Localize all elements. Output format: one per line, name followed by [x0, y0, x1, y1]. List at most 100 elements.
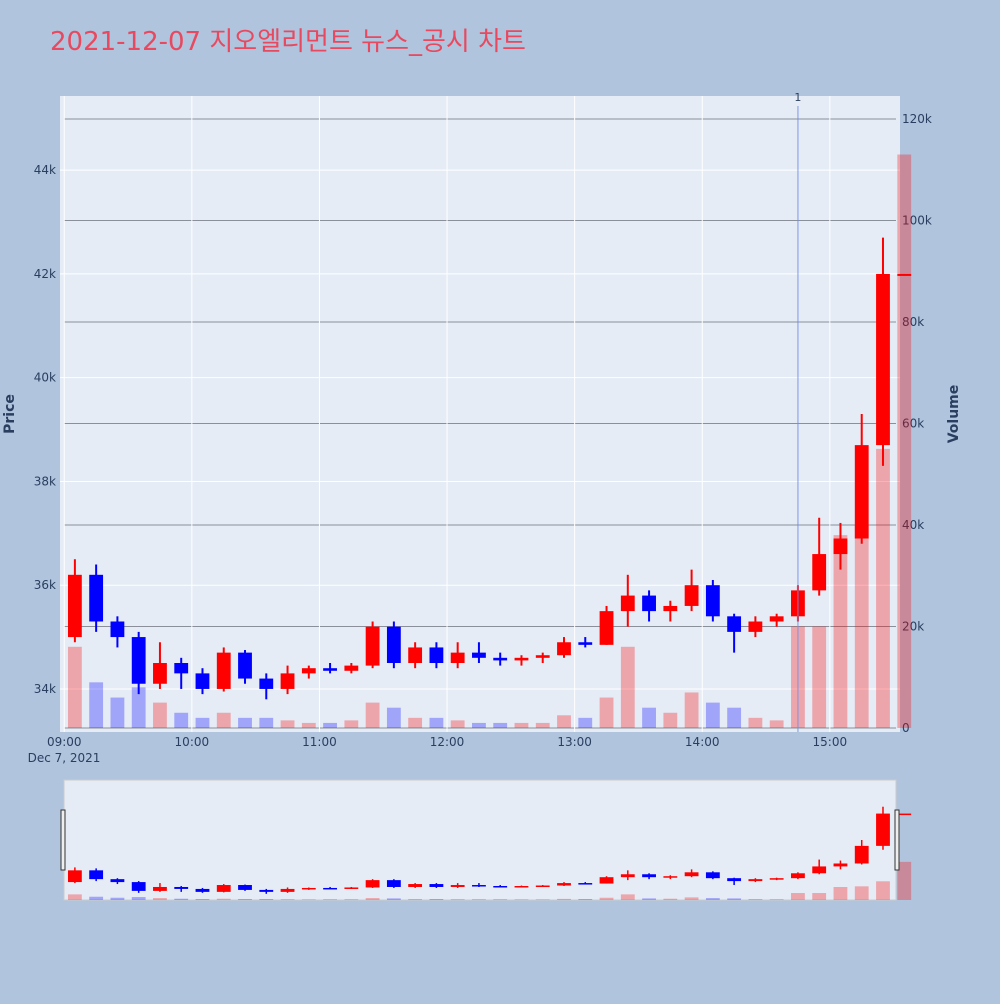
slider-candle-body — [854, 845, 869, 864]
candle-body — [493, 657, 508, 661]
slider-candle-body — [769, 878, 784, 880]
volume-bar — [450, 720, 465, 728]
candle-body — [472, 652, 486, 658]
slider-candle-body — [578, 883, 593, 885]
candle-body — [854, 445, 869, 539]
slider-volume-bar — [535, 899, 550, 900]
slider-volume-bar — [578, 899, 593, 900]
slider-candle-body — [323, 887, 337, 890]
volume-bar — [578, 717, 593, 728]
slider-candle-body — [280, 888, 295, 892]
volume-bar — [557, 715, 571, 728]
slider-volume-bar — [493, 899, 508, 900]
candle-body — [408, 647, 423, 664]
slider-candle-body — [620, 874, 635, 878]
y-tick-label: 34k — [34, 682, 56, 696]
volume-bar — [301, 722, 316, 728]
slider-volume-bar — [429, 899, 444, 900]
slider-candle-body — [216, 885, 231, 892]
candle-body — [663, 605, 678, 612]
slider-candle-body — [408, 884, 423, 887]
slider-candle-body — [514, 886, 529, 888]
slider-volume-bar — [876, 881, 890, 900]
volume-bar — [323, 722, 337, 728]
slider-candle-body — [642, 874, 656, 878]
slider-volume-bar — [323, 899, 337, 900]
slider-candle-body — [110, 879, 125, 883]
slider-volume-bar — [514, 899, 529, 900]
candle-body — [301, 668, 316, 674]
y2-axis-title: Volume — [946, 385, 962, 444]
candle-body — [684, 585, 699, 606]
y-tick-label: 40k — [34, 371, 56, 385]
slider-handle-left[interactable] — [60, 809, 66, 871]
slider-volume-bar — [791, 893, 805, 900]
volume-bar — [174, 712, 189, 728]
candle-body — [514, 657, 529, 661]
slider-volume-bar — [833, 886, 848, 900]
volume-bar — [748, 717, 763, 728]
slider-volume-bar — [153, 898, 167, 900]
slider-candle-body — [684, 872, 699, 877]
slider-candle-body — [727, 878, 742, 882]
slider-volume-bar — [280, 899, 295, 900]
volume-bar — [705, 702, 720, 728]
volume-bar — [897, 154, 912, 728]
chart-title: 2021-12-07 지오엘리먼트 뉴스_공시 차트 — [50, 27, 526, 57]
y-tick-label: 38k — [34, 474, 56, 488]
candle-body — [769, 616, 784, 622]
slider-volume-bar — [684, 897, 699, 900]
slider-volume-bar — [67, 894, 82, 900]
slider-candle-body — [238, 885, 252, 890]
volume-bar — [514, 722, 529, 728]
slider-candle-body — [153, 886, 167, 891]
slider-volume-bar — [110, 897, 125, 900]
slider-candle-body — [493, 886, 508, 888]
candle-body — [174, 663, 189, 674]
candle-body — [110, 621, 125, 638]
candle-body — [67, 574, 82, 638]
slider-handle-right[interactable] — [894, 809, 900, 871]
x-tick-label: 11:00 — [302, 735, 337, 749]
slider-candle-body — [535, 885, 550, 888]
volume-bar — [429, 717, 444, 728]
slider-volume-bar — [620, 894, 635, 900]
x-tick-label: 13:00 — [557, 735, 592, 749]
candle-body — [323, 668, 337, 671]
range-slider[interactable] — [63, 779, 897, 901]
slider-candle-body — [748, 879, 763, 882]
volume-bar — [599, 697, 614, 728]
slider-candle-body — [195, 888, 210, 892]
x-tick-label: 09:00 — [47, 735, 82, 749]
candle-body — [216, 652, 231, 689]
slider-volume-bar — [408, 899, 423, 900]
slider-candle-body — [663, 876, 678, 878]
x-tick-label: 15:00 — [813, 735, 848, 749]
volume-bar — [259, 717, 274, 728]
candle-body — [812, 554, 827, 591]
y2-tick-label: 20k — [902, 619, 924, 633]
slider-candle-body — [344, 887, 359, 889]
volume-bar — [472, 722, 486, 728]
slider-candle-body — [301, 887, 316, 890]
slider-volume-bar — [642, 898, 656, 900]
volume-bar — [67, 646, 82, 728]
x-tick-label: 12:00 — [430, 735, 465, 749]
slider-volume-bar — [897, 861, 912, 900]
slider-candle-body — [472, 885, 486, 887]
volume-bar — [238, 717, 252, 728]
candle-body — [876, 273, 890, 446]
volume-bar — [89, 682, 104, 728]
volume-bar — [153, 702, 167, 728]
slider-volume-bar — [89, 896, 104, 900]
candle-body — [365, 626, 380, 666]
slider-volume-bar — [557, 898, 571, 900]
slider-candle-body — [876, 813, 890, 846]
slider-volume-bar — [472, 899, 486, 900]
x-date-label: Dec 7, 2021 — [28, 751, 101, 765]
candle-body — [131, 637, 146, 684]
candle-body — [705, 585, 720, 617]
volume-bar — [769, 720, 784, 728]
slider-candle-body — [386, 880, 401, 887]
candle-body — [642, 595, 656, 612]
